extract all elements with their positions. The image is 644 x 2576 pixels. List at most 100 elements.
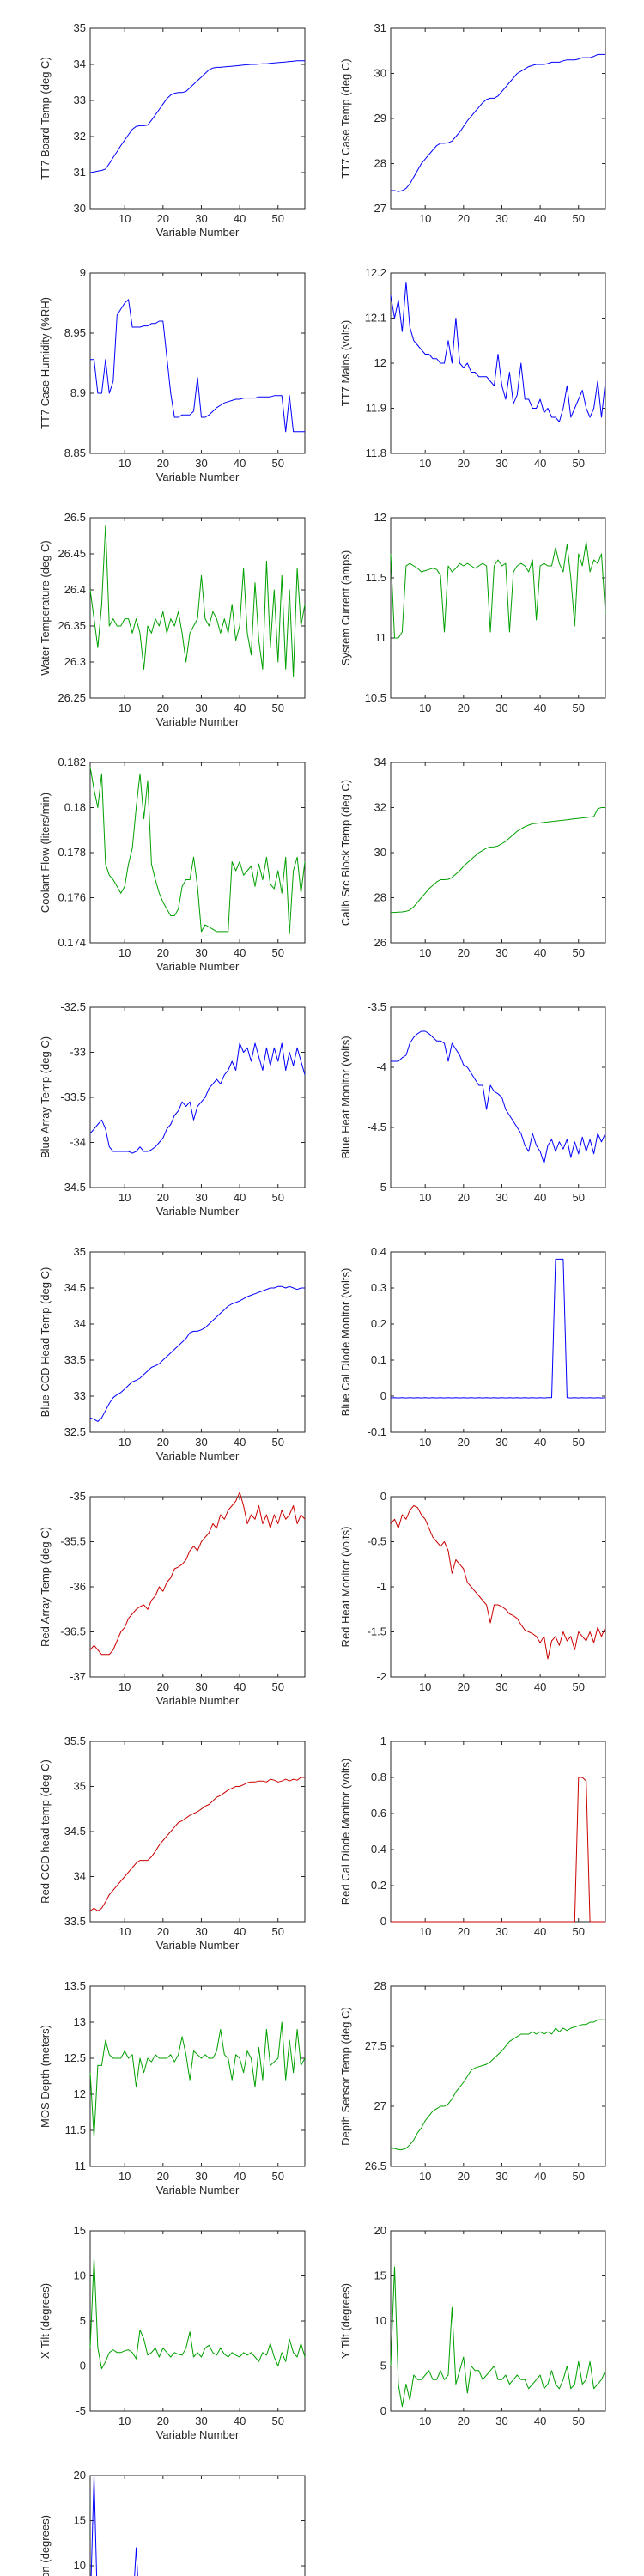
y-tick-label: 20	[74, 2469, 86, 2482]
x-tick-label: 40	[534, 1925, 546, 1938]
y-tick-label: 12.5	[64, 2051, 86, 2064]
y-tick-label: 26.45	[58, 547, 86, 560]
x-tick-label: 10	[118, 1191, 131, 1204]
chart-panel-5: 10 20 30 40 50 26.25 26.3 26.35 26.4 26.45 26.5 Wat…	[39, 511, 306, 728]
y-tick-label: 10	[74, 2269, 86, 2282]
chart-panel-15: 10 20 30 40 50 33.5 34 34.5 35 35.5 Red CCD head t…	[39, 1735, 306, 1952]
chart-panel-8: 10 20 30 40 50 26 28 30 32 34 Calib Src Block Temp…	[339, 756, 606, 959]
series-line	[89, 2257, 306, 2370]
x-tick-label: 50	[573, 2170, 585, 2183]
x-tick-label: 20	[157, 457, 169, 470]
x-tick-label: 10	[419, 1191, 431, 1204]
y-tick-label: 33.5	[64, 1353, 86, 1366]
y-tick-label: 9	[80, 266, 86, 279]
chart-panel-17: 10 20 30 40 50 11 11.5 12 12.5 13 13.5 MOS Depth (m…	[39, 1979, 306, 2196]
series-line	[89, 1492, 306, 1656]
y-tick-label: 8.9	[70, 386, 86, 399]
y-tick-label: 28	[374, 1979, 386, 1992]
x-tick-label: 30	[195, 946, 207, 959]
x-tick-label: 20	[458, 702, 470, 714]
x-tick-label: 40	[234, 457, 246, 470]
x-tick-label: 50	[573, 1680, 585, 1693]
x-tick-label: 40	[234, 212, 246, 225]
y-axis-label: Blue CCD Head Temp (deg C)	[39, 1267, 52, 1418]
y-tick-label: 30	[374, 846, 386, 859]
x-tick-label: 10	[118, 2170, 131, 2183]
y-tick-label: 10	[74, 2559, 86, 2572]
chart-panel-6: 10 20 30 40 50 10.5 11 11.5 12 System Current (am…	[339, 511, 606, 714]
x-tick-label: 40	[234, 702, 246, 714]
x-tick-label: 20	[157, 2170, 169, 2183]
y-tick-label: -34.5	[60, 1181, 86, 1194]
y-tick-label: -33	[70, 1046, 86, 1059]
x-tick-label: 10	[118, 1680, 131, 1693]
chart-panel-10: 10 20 30 40 50 -5 -4.5 -4 -3.5 Blue Heat Monitor …	[339, 1000, 606, 1204]
y-axis-label: Water Temperature (deg C)	[39, 540, 52, 676]
y-tick-label: 15	[74, 2514, 86, 2527]
x-tick-label: 30	[495, 457, 507, 470]
x-tick-label: 40	[234, 1680, 246, 1693]
y-tick-label: 13	[74, 2015, 86, 2028]
y-tick-label: 11	[75, 2160, 87, 2172]
y-tick-label: 35.5	[64, 1735, 86, 1747]
x-tick-label: 10	[419, 1680, 431, 1693]
x-tick-label: 30	[195, 1191, 207, 1204]
x-tick-label: 50	[272, 212, 284, 225]
x-axis-label: Variable Number	[156, 1939, 240, 1952]
y-tick-label: -35.5	[60, 1535, 86, 1548]
series-line	[90, 299, 305, 433]
y-axis-label: Depth Sensor Temp (deg C)	[339, 2007, 352, 2146]
x-tick-label: 50	[573, 702, 585, 714]
y-axis-label: MOS Depth (meters)	[39, 2025, 52, 2128]
plot-area-frame	[89, 1985, 306, 2167]
x-tick-label: 10	[419, 1925, 431, 1938]
y-tick-label: 12	[374, 511, 386, 524]
x-tick-label: 30	[495, 1925, 507, 1938]
x-tick-label: 20	[458, 1925, 470, 1938]
y-tick-label: 0.178	[58, 846, 86, 859]
y-tick-label: 12.1	[365, 312, 386, 325]
plot-area-frame	[89, 762, 306, 944]
y-tick-label: 12.2	[365, 266, 386, 279]
y-tick-label: 26.35	[58, 619, 86, 632]
x-tick-label: 30	[495, 2415, 507, 2427]
x-tick-label: 40	[234, 946, 246, 959]
chart-panel-12: 10 20 30 40 50 -0.1 0 0.1 0.2 0.3 0.4 Blue Cal Diod…	[339, 1245, 606, 1449]
x-tick-label: 40	[534, 457, 546, 470]
y-tick-label: 35	[74, 1780, 86, 1793]
x-axis-label: Variable Number	[156, 2184, 240, 2196]
y-tick-label: 31	[374, 21, 386, 34]
y-tick-label: 26	[374, 936, 386, 949]
x-tick-label: 40	[534, 702, 546, 714]
y-tick-label: 34	[74, 1317, 86, 1330]
series-line	[89, 1042, 306, 1154]
plot-area-frame	[390, 272, 606, 454]
plot-area-frame	[390, 27, 606, 210]
y-tick-label: -5	[76, 2404, 86, 2417]
x-tick-label: 20	[157, 212, 169, 225]
x-tick-label: 20	[458, 946, 470, 959]
x-tick-label: 30	[495, 212, 507, 225]
plot-area-frame	[390, 762, 606, 944]
y-tick-label: 11.5	[366, 571, 386, 584]
plot-area-frame	[89, 1496, 306, 1678]
series-line	[89, 524, 306, 677]
x-tick-label: 50	[272, 2415, 284, 2427]
x-tick-label: 20	[157, 2415, 169, 2427]
x-tick-label: 40	[234, 1925, 246, 1938]
y-axis-label: Blue Heat Monitor (volts)	[339, 1036, 352, 1158]
chart-panel-21: 102030405005101520Inclination (degrees)V…	[39, 2469, 306, 2576]
y-tick-label: -1.5	[368, 1625, 386, 1638]
y-tick-label: 11	[375, 631, 387, 644]
y-tick-label: 0	[380, 1915, 386, 1928]
y-tick-label: 11.5	[65, 2123, 86, 2136]
y-tick-label: 11.9	[366, 402, 386, 415]
series-line	[390, 1505, 606, 1660]
chart-panel-14: 10 20 30 40 50 -2 -1.5 -1 -0.5 0 Red Heat Monitor …	[339, 1490, 606, 1693]
y-tick-label: 1	[380, 1735, 386, 1747]
y-tick-label: -33.5	[60, 1091, 86, 1103]
y-axis-label: TT7 Case Humidity (%RH)	[39, 297, 52, 429]
y-tick-label: 11.8	[366, 447, 386, 459]
x-tick-label: 30	[495, 2170, 507, 2183]
y-tick-label: -4.5	[368, 1121, 386, 1133]
